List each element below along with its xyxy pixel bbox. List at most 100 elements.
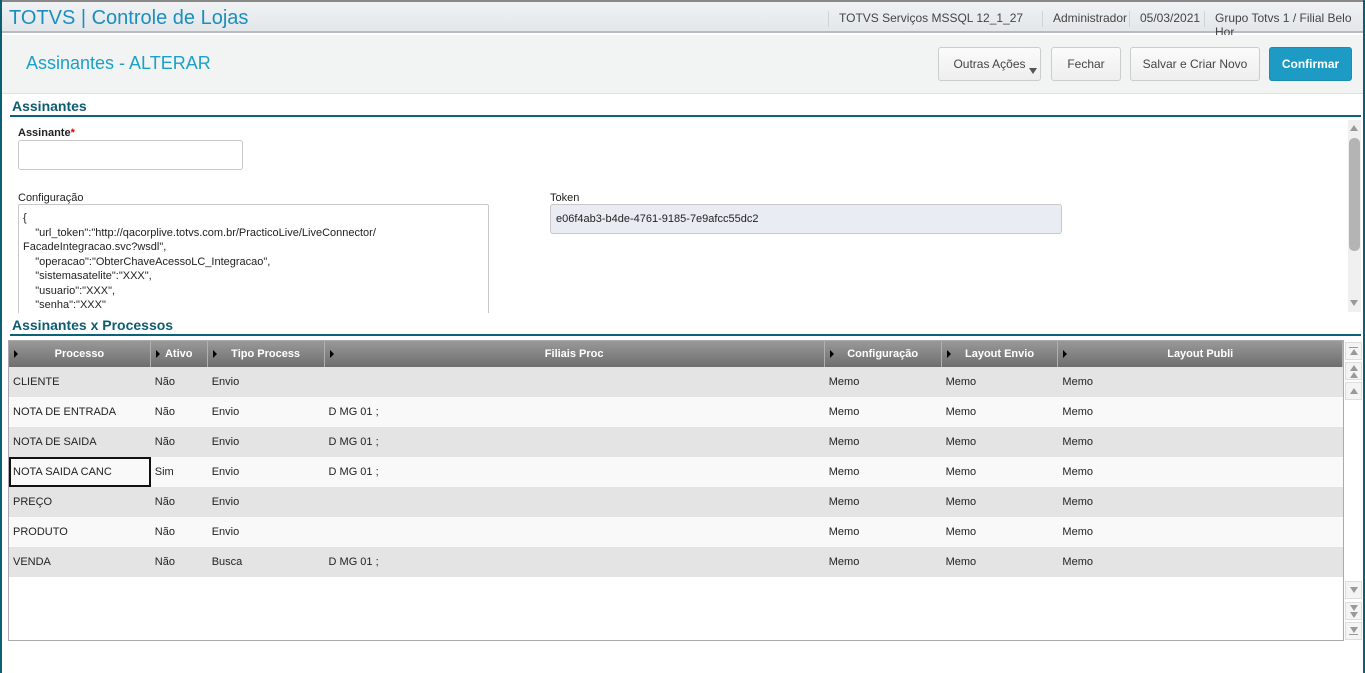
- table-cell[interactable]: Memo: [1062, 466, 1093, 478]
- table-cell[interactable]: Busca: [211, 556, 243, 568]
- table-cell[interactable]: Memo: [828, 556, 860, 568]
- scroll-down-icon[interactable]: [1350, 300, 1358, 306]
- table-row[interactable]: PREÇO Não Envio Memo Memo Memo: [9, 487, 1343, 517]
- assinante-input[interactable]: [18, 140, 243, 170]
- scroll-up-icon[interactable]: [1350, 125, 1358, 131]
- table-cell[interactable]: Envio: [211, 436, 240, 448]
- table-cell[interactable]: Memo: [828, 406, 860, 418]
- table-cell[interactable]: NOTA SAIDA CANC: [9, 457, 151, 487]
- required-mark: *: [70, 127, 75, 139]
- save-and-new-button[interactable]: Salvar e Criar Novo: [1130, 47, 1260, 81]
- table-cell[interactable]: Memo: [828, 376, 860, 388]
- table-cell[interactable]: Memo: [828, 466, 860, 478]
- table-cell[interactable]: Memo: [828, 496, 860, 508]
- table-cell[interactable]: Sim: [154, 466, 174, 478]
- column-header[interactable]: Filiais Proc: [325, 341, 825, 367]
- expand-arrow-icon: [155, 350, 160, 358]
- table-cell[interactable]: D MG 01 ;: [328, 406, 379, 418]
- token-label: Token: [550, 192, 580, 204]
- confirm-button[interactable]: Confirmar: [1269, 47, 1352, 81]
- close-button[interactable]: Fechar: [1051, 47, 1121, 81]
- assinante-label: Assinante*: [18, 127, 75, 139]
- expand-arrow-icon: [829, 350, 834, 358]
- scroll-top-icon[interactable]: [1345, 342, 1362, 360]
- row-up-icon[interactable]: [1345, 382, 1362, 400]
- column-header[interactable]: Layout Envio: [942, 341, 1059, 367]
- table-cell[interactable]: Envio: [211, 376, 240, 388]
- column-header[interactable]: Processo: [9, 341, 151, 367]
- page-header: Assinantes - ALTERAR Outras Ações Fechar…: [2, 35, 1363, 94]
- table-cell[interactable]: Memo: [1062, 496, 1093, 508]
- table-cell[interactable]: Memo: [1062, 376, 1093, 388]
- section-title-assinantes: Assinantes: [12, 98, 87, 114]
- table-cell[interactable]: Memo: [945, 406, 977, 418]
- table-cell[interactable]: Envio: [211, 496, 240, 508]
- table-cell[interactable]: Não: [154, 496, 175, 508]
- top-bar: TOTVS | Controle de Lojas TOTVS Serviços…: [2, 0, 1363, 39]
- table-cell[interactable]: Memo: [1062, 556, 1093, 568]
- table-cell[interactable]: Não: [154, 436, 175, 448]
- column-header-label: Layout Envio: [964, 348, 1035, 360]
- table-row[interactable]: NOTA DE SAIDA Não Envio D MG 01 ; Memo Memo Me…: [9, 427, 1343, 457]
- section-title-processos: Assinantes x Processos: [12, 317, 174, 333]
- table-cell[interactable]: D MG 01 ;: [328, 556, 379, 568]
- grid-body: CLIENTE Não Envio Memo Memo Memo NOTA DE ENTRA…: [9, 367, 1343, 577]
- table-cell[interactable]: Não: [154, 526, 175, 538]
- table-cell[interactable]: Memo: [1062, 436, 1093, 448]
- table-cell[interactable]: CLIENTE: [13, 376, 60, 388]
- table-cell[interactable]: Memo: [945, 466, 977, 478]
- table-cell[interactable]: PREÇO: [13, 496, 53, 508]
- table-cell[interactable]: Memo: [945, 496, 977, 508]
- column-header[interactable]: Layout Publi: [1058, 341, 1343, 367]
- table-cell[interactable]: Envio: [211, 406, 240, 418]
- table-cell[interactable]: Memo: [1062, 526, 1093, 538]
- table-cell[interactable]: [325, 367, 825, 397]
- page-down-icon[interactable]: [1345, 602, 1362, 620]
- scroll-bottom-icon[interactable]: [1345, 622, 1362, 640]
- chevron-down-icon: [1029, 68, 1037, 74]
- page-up-icon[interactable]: [1345, 362, 1362, 380]
- table-cell[interactable]: NOTA DE ENTRADA: [13, 406, 117, 418]
- table-cell[interactable]: [325, 487, 825, 517]
- table-cell[interactable]: Memo: [945, 556, 977, 568]
- table-cell[interactable]: D MG 01 ;: [328, 436, 379, 448]
- table-cell[interactable]: VENDA: [13, 556, 51, 568]
- other-actions-label: Outras Ações: [953, 57, 1026, 71]
- table-row[interactable]: NOTA SAIDA CANC Sim Envio D MG 01 ; Memo Memo…: [9, 457, 1343, 487]
- grid-header: Processo Ativo Tipo Process Filiais Proc Con…: [9, 341, 1343, 367]
- scroll-thumb[interactable]: [1349, 138, 1360, 251]
- table-cell[interactable]: Memo: [828, 526, 860, 538]
- table-cell[interactable]: Não: [154, 376, 175, 388]
- table-cell[interactable]: [325, 517, 825, 547]
- date-info: 05/03/2021: [1129, 11, 1210, 27]
- table-row[interactable]: PRODUTO Não Envio Memo Memo Memo: [9, 517, 1343, 547]
- row-down-icon[interactable]: [1345, 581, 1362, 599]
- table-cell[interactable]: Memo: [945, 436, 977, 448]
- table-cell[interactable]: Envio: [211, 526, 240, 538]
- column-header[interactable]: Configuração: [825, 341, 942, 367]
- token-field[interactable]: e06f4ab3-b4de-4761-9185-7e9afcc55dc2: [550, 204, 1062, 234]
- expand-arrow-icon: [1063, 350, 1068, 358]
- expand-arrow-icon: [329, 350, 334, 358]
- column-header[interactable]: Ativo: [151, 341, 208, 367]
- column-header[interactable]: Tipo Process: [208, 341, 325, 367]
- table-cell[interactable]: Memo: [945, 526, 977, 538]
- table-cell[interactable]: Memo: [828, 436, 860, 448]
- other-actions-button[interactable]: Outras Ações: [938, 47, 1041, 81]
- table-cell[interactable]: Envio: [211, 466, 240, 478]
- table-cell[interactable]: PRODUTO: [13, 526, 68, 538]
- table-row[interactable]: VENDA Não Busca D MG 01 ; Memo Memo Memo: [9, 547, 1343, 577]
- app-title: TOTVS | Controle de Lojas: [9, 7, 249, 29]
- expand-arrow-icon: [946, 350, 951, 358]
- table-cell[interactable]: Memo: [945, 376, 977, 388]
- processes-grid: Processo Ativo Tipo Process Filiais Proc Con…: [8, 340, 1344, 641]
- table-cell[interactable]: D MG 01 ;: [328, 466, 379, 478]
- table-cell[interactable]: Memo: [1062, 406, 1093, 418]
- table-row[interactable]: CLIENTE Não Envio Memo Memo Memo: [9, 367, 1343, 397]
- form-scrollbar[interactable]: [1348, 120, 1361, 312]
- table-cell[interactable]: Não: [154, 556, 175, 568]
- config-textarea[interactable]: { "url_token":"http://qacorplive.totvs.c…: [18, 204, 489, 313]
- table-cell[interactable]: Não: [154, 406, 175, 418]
- table-cell[interactable]: NOTA DE SAIDA: [13, 436, 97, 448]
- table-row[interactable]: NOTA DE ENTRADA Não Envio D MG 01 ; Memo Memo…: [9, 397, 1343, 427]
